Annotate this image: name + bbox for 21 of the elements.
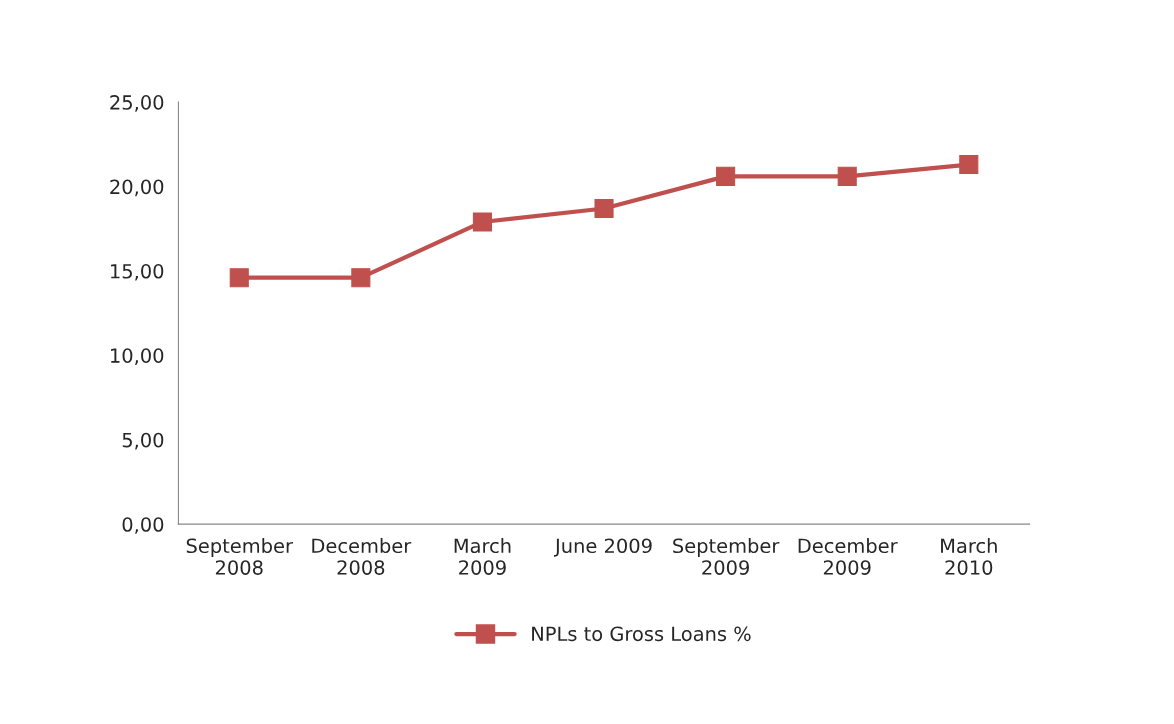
point bbox=[351, 268, 371, 288]
x-tick-label: December 2008 bbox=[312, 538, 412, 575]
x-tick-label: March 2010 bbox=[941, 538, 997, 575]
y-tick-label: 25,00 bbox=[110, 95, 164, 112]
point bbox=[837, 166, 857, 186]
y-tick-label: 15,00 bbox=[111, 263, 164, 281]
point bbox=[716, 166, 736, 186]
x-tick-label: September 2008 bbox=[186, 538, 293, 575]
y-tick-label: 0,00 bbox=[122, 517, 164, 534]
legend-label: NPLs to Gross Loans % bbox=[532, 626, 751, 642]
y-tick-label: 10,00 bbox=[111, 348, 164, 365]
point bbox=[959, 155, 979, 175]
point bbox=[472, 212, 492, 232]
x-tick-label: June 2009 bbox=[554, 538, 652, 557]
point bbox=[229, 268, 249, 288]
x-tick-label: December 2009 bbox=[798, 538, 898, 575]
x-tick-label: March 2009 bbox=[454, 538, 511, 575]
x-tick-label: September 2009 bbox=[673, 538, 780, 575]
point bbox=[594, 198, 614, 218]
y-tick-label: 5,00 bbox=[122, 432, 164, 450]
y-tick-label: 20,00 bbox=[110, 179, 164, 197]
